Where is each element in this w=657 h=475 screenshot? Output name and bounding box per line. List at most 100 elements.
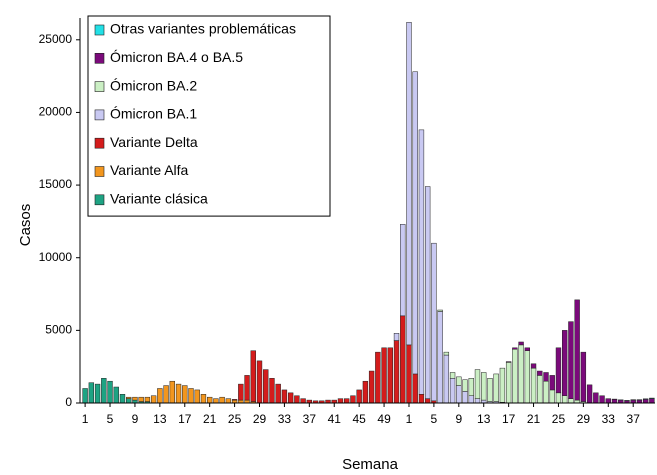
legend-swatch: [94, 194, 105, 206]
x-tick-label: 9: [132, 412, 139, 426]
bar-segment: [555, 392, 562, 404]
legend-label: Ómicron BA.2: [110, 77, 197, 93]
bar-segment: [424, 398, 431, 404]
bar-segment: [524, 350, 530, 404]
x-tick-label: 25: [552, 412, 566, 426]
legend-swatch: [94, 52, 105, 64]
y-tick-label: 5000: [45, 323, 72, 337]
bar-segment: [555, 347, 562, 394]
bar-segment: [250, 350, 256, 402]
bar-segment: [412, 373, 418, 404]
bar-segment: [200, 394, 207, 404]
bar-segment: [350, 395, 356, 404]
bar-segment: [642, 398, 649, 400]
bar-segment: [593, 392, 599, 404]
x-tick-label: 37: [303, 412, 317, 426]
bar-segment: [144, 396, 151, 402]
y-tick-label: 20000: [39, 105, 73, 119]
x-tick-label: 33: [602, 412, 616, 426]
x-tick-label: 13: [153, 412, 167, 426]
bar-segment: [188, 388, 194, 404]
bar-segment: [244, 375, 250, 401]
bar-segment: [562, 395, 568, 404]
bar-segment: [300, 398, 306, 404]
bar-segment: [493, 373, 499, 402]
bar-segment: [574, 299, 580, 401]
bar-segment: [406, 344, 412, 404]
bar-segment: [400, 224, 406, 317]
bar-segment: [568, 321, 574, 399]
bar-segment: [238, 383, 244, 401]
legend-label: Variante Alfa: [110, 162, 189, 178]
bar-segment: [543, 380, 549, 404]
bar-segment: [400, 315, 406, 404]
bar-segment: [88, 382, 95, 404]
x-tick-label: 21: [203, 412, 217, 426]
y-tick-label: 0: [65, 395, 72, 409]
bar-segment: [362, 380, 369, 404]
x-tick-label: 25: [228, 412, 242, 426]
bar-segment: [642, 399, 649, 404]
bar-segment: [213, 398, 219, 404]
bar-segment: [462, 391, 468, 404]
bar-segment: [605, 398, 611, 404]
bar-segment: [175, 383, 182, 404]
bar-segment: [505, 362, 512, 404]
x-tick-label: 1: [406, 412, 413, 426]
bar-segment: [412, 71, 418, 375]
bar-segment: [406, 22, 412, 346]
x-tick-label: 41: [328, 412, 342, 426]
bar-segment: [101, 378, 107, 404]
bar-segment: [449, 372, 456, 379]
bar-segment: [126, 396, 132, 399]
bar-segment: [518, 344, 524, 404]
bar-segment: [568, 398, 574, 404]
bar-segment: [443, 354, 450, 404]
bar-segment: [207, 396, 213, 404]
bar-segment: [182, 385, 188, 404]
bar-segment: [599, 395, 605, 404]
bar-segment: [294, 395, 300, 404]
bar-segment: [562, 330, 568, 396]
x-tick-label: 49: [377, 412, 391, 426]
bar-segment: [474, 369, 481, 399]
bar-segment: [157, 388, 163, 404]
bar-segment: [344, 398, 350, 404]
legend-swatch: [94, 137, 105, 149]
y-tick-label: 25000: [39, 32, 73, 46]
bar-segment: [512, 347, 518, 350]
bar-segment: [474, 398, 481, 404]
bar-segment: [132, 396, 138, 401]
bar-segment: [468, 395, 474, 404]
bar-segment: [368, 370, 375, 404]
legend-label: Ómicron BA.1: [110, 106, 197, 122]
bar-segment: [225, 398, 232, 404]
bar-segment: [337, 398, 344, 404]
legend: Otras variantes problemáticas Ómicron BA.…: [87, 15, 331, 217]
bar-segment: [487, 378, 493, 402]
bar-segment: [393, 333, 400, 341]
bar-segment: [424, 186, 431, 399]
bar-segment: [437, 309, 443, 312]
bar-segment: [549, 389, 555, 404]
bar-segment: [418, 129, 425, 395]
bar-segment: [263, 369, 269, 404]
x-tick-label: 17: [502, 412, 516, 426]
legend-swatch: [94, 24, 105, 36]
bar-segment: [163, 385, 169, 404]
x-tick-label: 5: [107, 412, 114, 426]
bar-segment: [431, 242, 437, 402]
legend-box: [87, 15, 331, 217]
bar-segment: [107, 380, 113, 404]
bar-segment: [649, 398, 655, 404]
bar-segment: [375, 351, 381, 404]
legend-swatch: [94, 109, 105, 121]
y-tick-label: 10000: [39, 250, 73, 264]
x-tick-label: 9: [455, 412, 462, 426]
bar-segment: [287, 392, 294, 404]
bar-segment: [437, 311, 443, 404]
bar-segment: [481, 372, 487, 401]
bar-segment: [275, 383, 281, 404]
y-tick-label: 15000: [39, 177, 73, 191]
